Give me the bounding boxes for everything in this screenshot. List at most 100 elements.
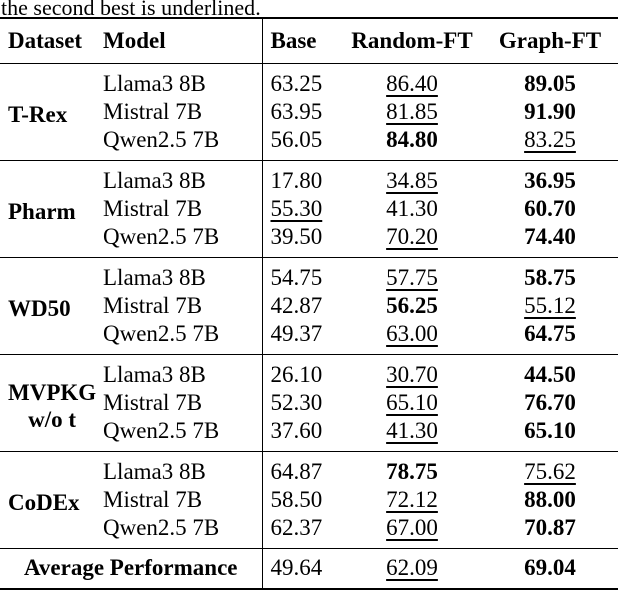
table-row: Qwen2.5 7B 56.05 84.80 83.25: [0, 126, 618, 161]
col-header-model: Model: [95, 18, 263, 64]
dataset-label: WD50: [0, 258, 95, 355]
graph-ft-value-cell: 76.70: [482, 389, 618, 417]
base-value-cell: 52.30: [262, 389, 342, 417]
base-value-cell: 58.50: [262, 486, 342, 514]
model-cell: Qwen2.5 7B: [95, 223, 263, 258]
model-cell: Qwen2.5 7B: [95, 514, 263, 549]
graph-ft-value-cell: 83.25: [482, 126, 618, 161]
table-row: CoDEx Llama3 8B 64.87 78.75 75.62: [0, 451, 618, 515]
random-ft-value-cell: 78.75: [342, 452, 482, 487]
graph-ft-value-cell: 88.00: [482, 486, 618, 514]
base-value-cell: 64.87: [262, 452, 342, 487]
average-label: Average Performance: [0, 548, 263, 589]
metric-value: 88.00: [524, 487, 576, 512]
metric-value: 83.25: [524, 127, 576, 152]
dataset-group-pharm: Pharm Llama3 8B 17.80 34.85 36.95 Mistra…: [0, 160, 618, 258]
table-row: Mistral 7B 55.30 41.30 60.70: [0, 195, 618, 223]
graph-ft-value-cell: 60.70: [482, 195, 618, 223]
dataset-label: T-Rex: [0, 64, 95, 161]
metric-value: 62.09: [386, 555, 438, 581]
metric-value: 36.95: [524, 168, 576, 193]
graph-ft-value-cell: 91.90: [482, 98, 618, 126]
metric-value: 30.70: [386, 362, 438, 387]
metric-value: 70.20: [386, 224, 438, 249]
base-value-cell: 56.05: [262, 126, 342, 161]
metric-value: 91.90: [524, 99, 576, 124]
dataset-group-codex: CoDEx Llama3 8B 64.87 78.75 75.62 Mistra…: [0, 451, 618, 549]
metric-value: 67.00: [386, 515, 438, 540]
model-cell: Mistral 7B: [95, 195, 263, 223]
metric-value: 26.10: [270, 362, 323, 387]
table-row: T-Rex Llama3 8B 63.25 86.40 89.05: [0, 63, 618, 127]
metric-value: 62.37: [270, 515, 323, 540]
random-ft-value-cell: 81.85: [342, 98, 482, 126]
metric-value: 81.85: [386, 99, 438, 124]
random-ft-value-cell: 30.70: [342, 355, 482, 390]
metric-value: 63.95: [270, 99, 323, 124]
dataset-label: CoDEx: [0, 452, 95, 549]
average-row: Average Performance 49.64 62.09 69.04: [0, 548, 618, 589]
metric-value: 39.50: [270, 224, 323, 249]
random-ft-value-cell: 72.12: [342, 486, 482, 514]
metric-value: 58.50: [270, 487, 323, 512]
random-ft-value-cell: 86.40: [342, 64, 482, 99]
graph-ft-value-cell: 55.12: [482, 292, 618, 320]
metric-value: 76.70: [524, 390, 576, 415]
dataset-group-trex: T-Rex Llama3 8B 63.25 86.40 89.05 Mistra…: [0, 63, 618, 161]
metric-value: 57.75: [386, 265, 438, 290]
graph-ft-value-cell: 70.87: [482, 514, 618, 549]
metric-value: 69.04: [524, 555, 576, 581]
base-value-cell: 55.30: [262, 195, 342, 223]
caption-text: the second best is: [1, 0, 162, 17]
model-cell: Llama3 8B: [95, 257, 263, 292]
metric-value: 63.00: [386, 321, 438, 346]
dataset-name: Pharm: [8, 199, 76, 224]
random-ft-value-cell: 63.00: [342, 320, 482, 355]
dataset-group-wd50: WD50 Llama3 8B 54.75 57.75 58.75 Mistral…: [0, 257, 618, 355]
random-ft-value-cell: 67.00: [342, 514, 482, 549]
dataset-label: MVPKG w/o t: [0, 355, 97, 452]
model-cell: Mistral 7B: [95, 486, 263, 514]
random-ft-value-cell: 84.80: [342, 126, 482, 161]
metric-value: 70.87: [524, 515, 576, 540]
graph-ft-value-cell: 65.10: [482, 417, 618, 452]
metric-value: 17.80: [270, 168, 323, 193]
table-row: Pharm Llama3 8B 17.80 34.85 36.95: [0, 160, 618, 224]
table-caption-fragment: the second best is underlined.: [0, 0, 618, 17]
model-cell: Qwen2.5 7B: [95, 126, 263, 161]
random-ft-value-cell: 65.10: [342, 389, 482, 417]
model-cell: Qwen2.5 7B: [95, 417, 263, 452]
base-value-cell: 54.75: [262, 258, 342, 293]
base-value-cell: 62.37: [262, 514, 342, 549]
table-row: Mistral 7B 52.30 65.10 76.70: [0, 389, 618, 417]
base-value-cell: 63.95: [262, 98, 342, 126]
base-value-cell: 39.50: [262, 223, 342, 258]
table-row: Qwen2.5 7B 37.60 41.30 65.10: [0, 417, 618, 452]
metric-value: 55.30: [270, 196, 323, 221]
metric-value: 56.05: [270, 127, 323, 152]
metric-value: 89.05: [524, 71, 576, 96]
dataset-name: MVPKG: [8, 379, 97, 405]
metric-value: 56.25: [386, 293, 438, 318]
table-row: Mistral 7B 42.87 56.25 55.12: [0, 292, 618, 320]
model-cell: Llama3 8B: [95, 451, 263, 486]
metric-value: 41.30: [386, 196, 438, 221]
metric-value: 41.30: [386, 418, 438, 443]
metric-value: 58.75: [524, 265, 576, 290]
base-value-cell: 42.87: [262, 292, 342, 320]
col-header-random-ft: Random-FT: [342, 18, 482, 64]
dataset-group-mvpkg: MVPKG w/o t Llama3 8B 26.10 30.70 44.50 M…: [0, 354, 618, 452]
base-value-cell: 49.64: [262, 549, 342, 589]
model-cell: Mistral 7B: [95, 292, 263, 320]
dataset-name: WD50: [8, 296, 71, 321]
metric-value: 44.50: [524, 362, 576, 387]
base-value-cell: 49.37: [262, 320, 342, 355]
metric-value: 64.75: [524, 321, 576, 346]
metric-value: 55.12: [524, 293, 576, 318]
metric-value: 72.12: [386, 487, 438, 512]
metric-value: 49.64: [270, 555, 323, 581]
random-ft-value-cell: 34.85: [342, 161, 482, 196]
metric-value: 74.40: [524, 224, 576, 249]
metric-value: 60.70: [524, 196, 576, 221]
table-header: Dataset Model Base Random-FT Graph-FT: [0, 18, 618, 64]
